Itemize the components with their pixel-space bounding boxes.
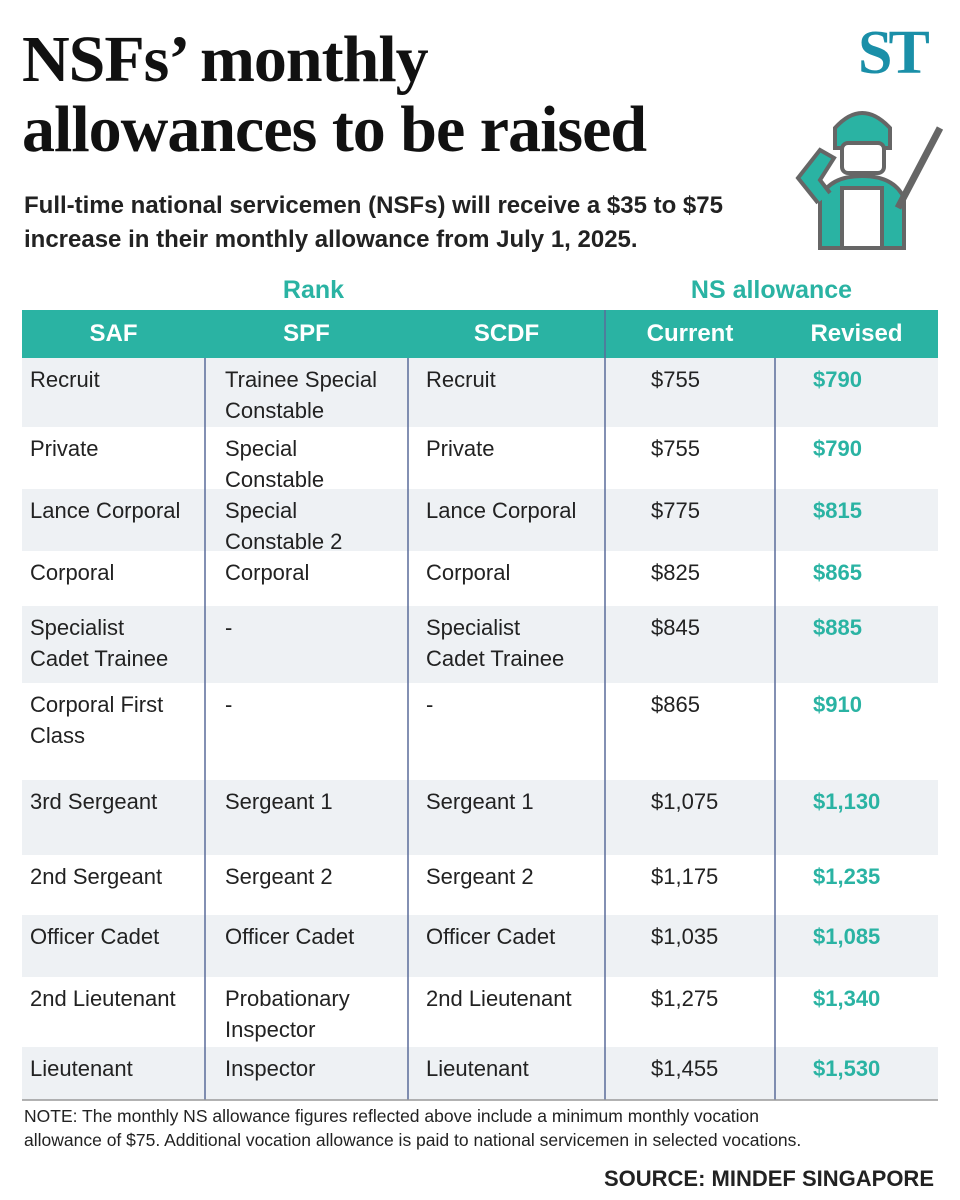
row-background — [22, 780, 938, 855]
subtitle-line: Full-time national servicemen (NSFs) wil… — [24, 192, 723, 219]
table-cell: Constable — [225, 467, 325, 492]
title-line: allowances to be raised — [22, 93, 647, 166]
table-cell: $1,130 — [813, 789, 881, 814]
table-cell: Class — [30, 723, 86, 748]
row-background — [22, 489, 938, 551]
title-line: NSFs’ monthly — [22, 23, 429, 96]
table-cell: 2nd Lieutenant — [426, 986, 572, 1011]
table-cell: Sergeant 2 — [225, 864, 333, 889]
row-background — [22, 855, 938, 915]
table-cell: Officer Cadet — [30, 924, 160, 949]
table-cell: Constable — [225, 398, 325, 423]
table-cell: $1,235 — [813, 864, 881, 889]
table-cell: Constable 2 — [225, 529, 343, 554]
table-cell: Lance Corporal — [30, 498, 181, 523]
table-cell: $1,340 — [813, 986, 881, 1011]
table-cell: $1,035 — [651, 924, 719, 949]
column-header: Current — [646, 320, 734, 347]
row-background — [22, 358, 938, 427]
soldier-icon — [795, 111, 944, 250]
table-cell: $845 — [651, 615, 700, 640]
table-cell: Lieutenant — [426, 1056, 529, 1081]
row-background — [22, 683, 938, 780]
table-cell: $1,455 — [651, 1056, 719, 1081]
note-line: allowance of $75. Additional vocation al… — [24, 1130, 802, 1150]
table-cell: Recruit — [426, 367, 496, 392]
table-cell: Lieutenant — [30, 1056, 133, 1081]
column-header: Revised — [810, 320, 903, 347]
table-cell: $1,175 — [651, 864, 719, 889]
table-cell: Sergeant 1 — [426, 789, 534, 814]
table-cell: Special — [225, 498, 298, 523]
table-cell: Inspector — [225, 1056, 316, 1081]
table-cell: $755 — [651, 436, 700, 461]
table-cell: $825 — [651, 560, 700, 585]
subtitle-line: increase in their monthly allowance from… — [24, 226, 638, 253]
row-background — [22, 915, 938, 977]
row-background — [22, 551, 938, 606]
table-cell: Special — [225, 436, 298, 461]
table-cell: Officer Cadet — [426, 924, 556, 949]
source: SOURCE: MINDEF SINGAPORE — [603, 1166, 934, 1191]
table-cell: $865 — [813, 560, 862, 585]
table-cell: Cadet Trainee — [426, 646, 565, 671]
table-cell: $1,075 — [651, 789, 719, 814]
row-background — [22, 606, 938, 683]
table-cell: $865 — [651, 692, 700, 717]
group-header: Rank — [282, 276, 345, 304]
group-header: NS allowance — [690, 276, 853, 304]
table-cell: - — [426, 692, 434, 717]
row-background — [22, 977, 938, 1047]
table-cell: Sergeant 2 — [426, 864, 534, 889]
table-cell: $775 — [651, 498, 700, 523]
table-cell: $885 — [813, 615, 862, 640]
column-header: SAF — [89, 320, 138, 347]
table-cell: $790 — [813, 436, 862, 461]
table-cell: Cadet Trainee — [30, 646, 169, 671]
table-cell: Specialist — [426, 615, 521, 640]
table-cell: Lance Corporal — [426, 498, 577, 523]
table-cell: $755 — [651, 367, 700, 392]
table-cell: $1,275 — [651, 986, 719, 1011]
table-cell: Officer Cadet — [225, 924, 355, 949]
table-cell: - — [225, 615, 233, 640]
note-line: NOTE: The monthly NS allowance figures r… — [24, 1106, 760, 1126]
table-cell: $1,530 — [813, 1056, 881, 1081]
table-cell: 2nd Sergeant — [30, 864, 163, 889]
table-cell: $1,085 — [813, 924, 881, 949]
table-cell: $790 — [813, 367, 862, 392]
table-cell: Specialist — [30, 615, 125, 640]
table-cell: Private — [30, 436, 99, 461]
table-cell: Corporal First — [30, 692, 164, 717]
table-cell: Trainee Special — [225, 367, 378, 392]
table-cell: 2nd Lieutenant — [30, 986, 176, 1011]
table-cell: Corporal — [30, 560, 115, 585]
table-cell: - — [225, 692, 233, 717]
table-cell: $910 — [813, 692, 862, 717]
column-header: SPF — [283, 320, 330, 347]
column-header: SCDF — [473, 320, 540, 347]
table-cell: Recruit — [30, 367, 100, 392]
table-cell: $815 — [813, 498, 862, 523]
table-cell: Corporal — [426, 560, 511, 585]
logo: ST — [858, 19, 930, 87]
table-cell: Inspector — [225, 1017, 316, 1042]
row-background — [22, 1047, 938, 1100]
table-cell: Private — [426, 436, 495, 461]
row-background — [22, 427, 938, 489]
table-cell: Corporal — [225, 560, 310, 585]
table-cell: 3rd Sergeant — [30, 789, 158, 814]
table-cell: Sergeant 1 — [225, 789, 333, 814]
table-cell: Probationary — [225, 986, 350, 1011]
header-row — [22, 310, 938, 358]
